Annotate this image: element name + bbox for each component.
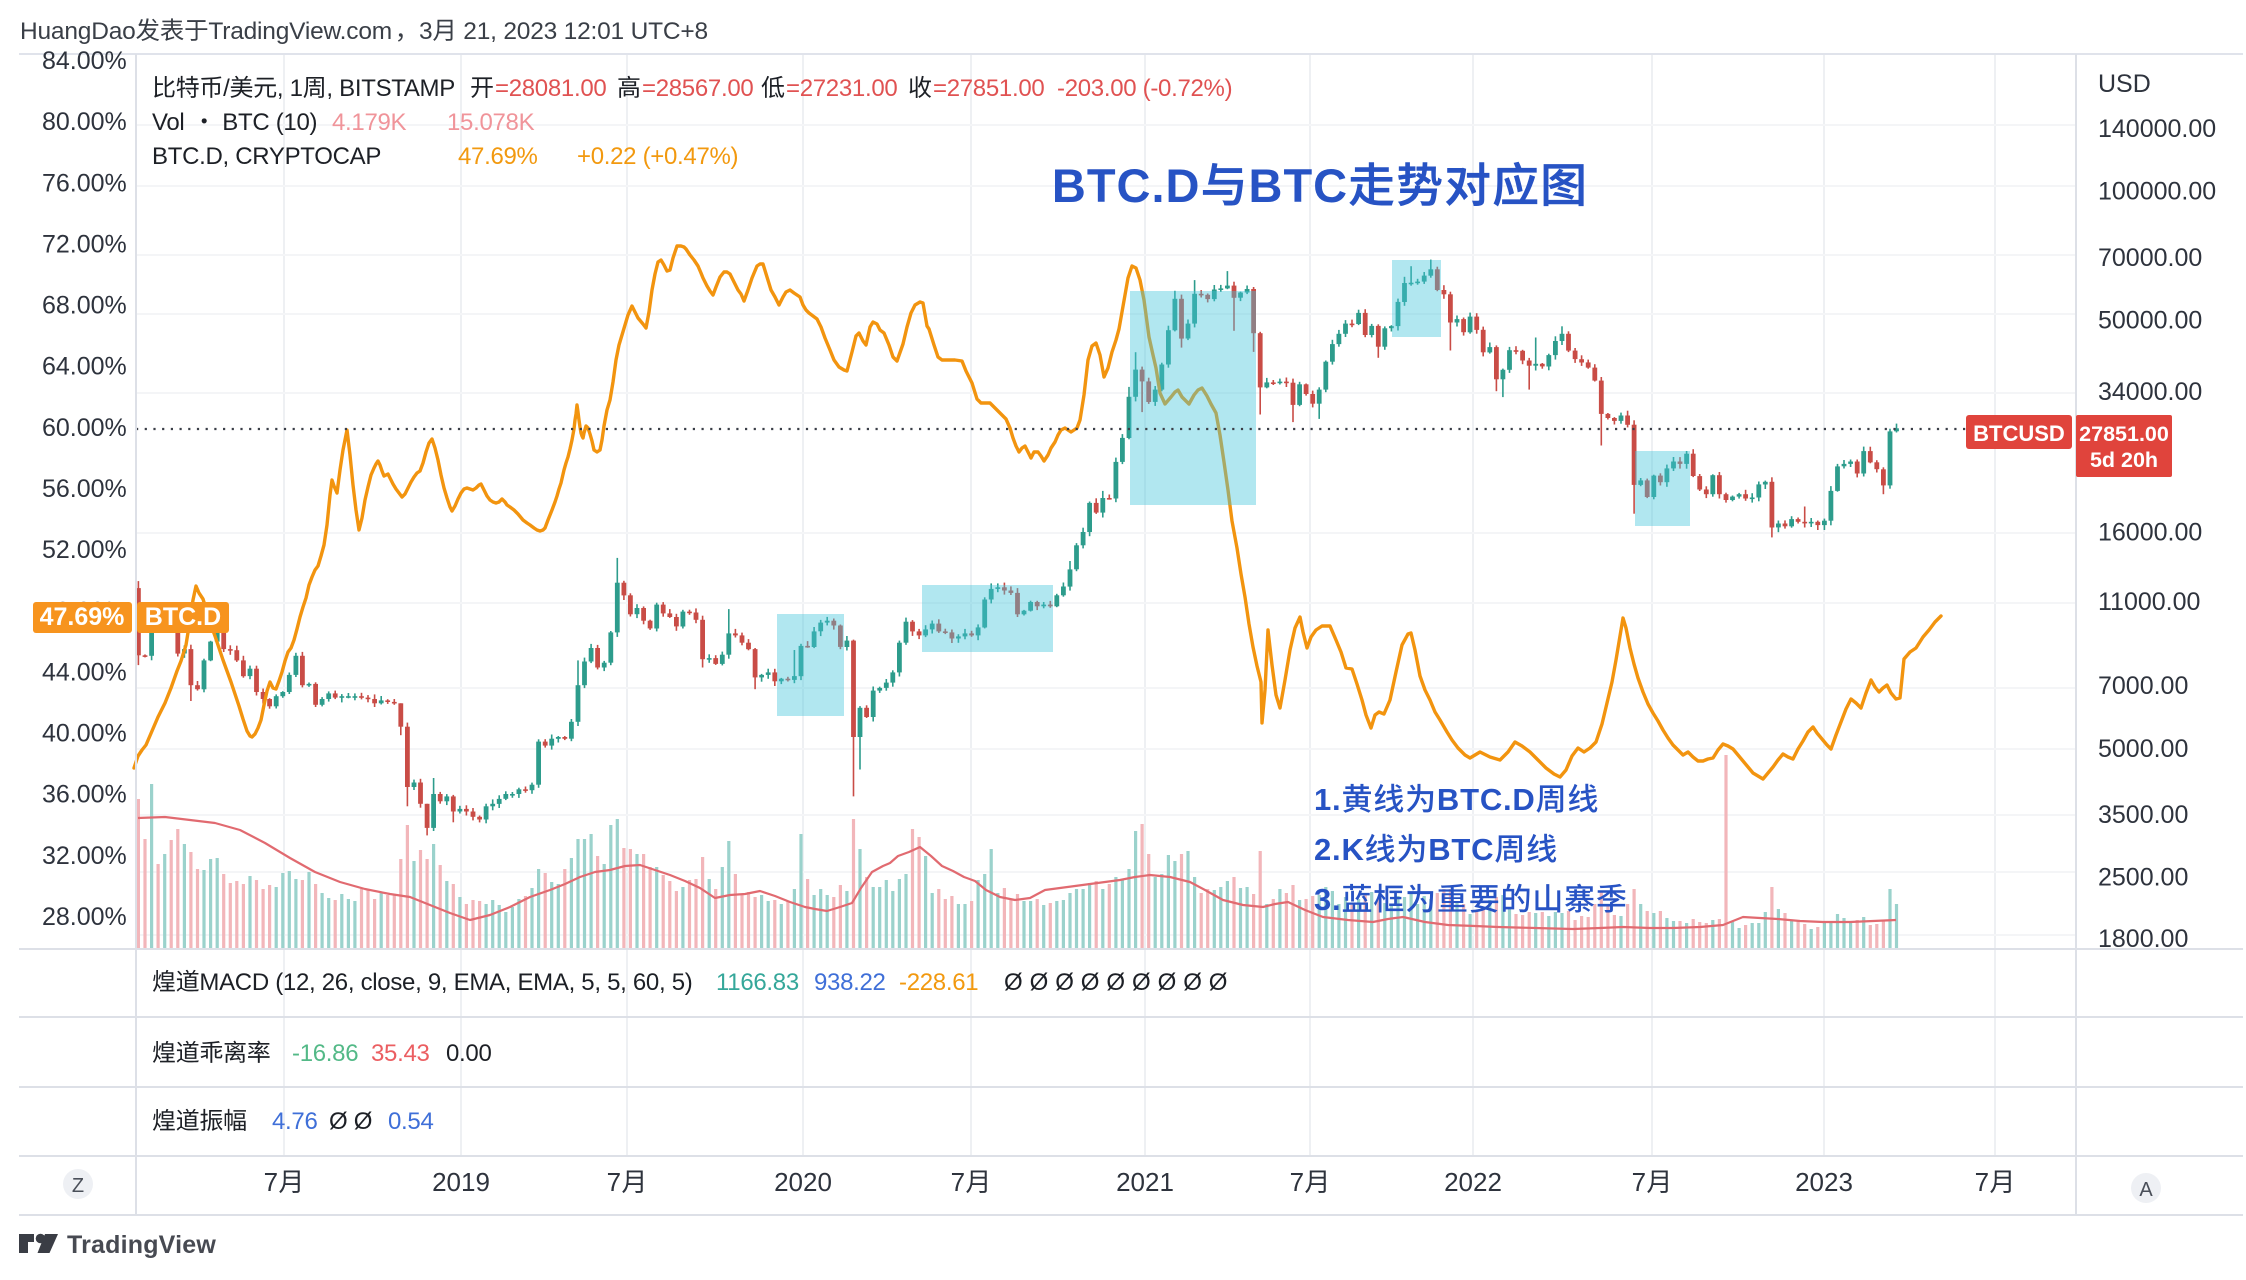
svg-text:47.69%: 47.69%	[40, 603, 125, 631]
svg-text:BTC: BTC	[1428, 832, 1494, 867]
svg-text:=28567.00: =28567.00	[642, 75, 753, 102]
svg-text:-228.61: -228.61	[899, 969, 978, 996]
svg-text:HuangDao: HuangDao	[20, 18, 136, 45]
svg-text:1.: 1.	[1314, 782, 1341, 817]
svg-text:35.43: 35.43	[371, 1040, 430, 1067]
svg-text:11000.00: 11000.00	[2098, 588, 2200, 616]
svg-text:2.K: 2.K	[1314, 832, 1365, 867]
svg-text:BTC: BTC	[1249, 159, 1349, 212]
svg-text:938.22: 938.22	[814, 969, 886, 996]
svg-text:76.00%: 76.00%	[42, 169, 127, 197]
svg-text:Ø: Ø	[1055, 969, 1074, 996]
svg-text:1166.83: 1166.83	[716, 969, 799, 996]
svg-text:-16.86: -16.86	[292, 1040, 358, 1067]
svg-text:2020: 2020	[774, 1167, 832, 1197]
svg-text:21, 2023 12:01 UTC+8: 21, 2023 12:01 UTC+8	[457, 18, 708, 45]
svg-text:0.54: 0.54	[388, 1108, 434, 1135]
svg-text:1800.00: 1800.00	[2098, 925, 2188, 953]
svg-text:Ø: Ø	[1132, 969, 1151, 996]
svg-text:100000.00: 100000.00	[2098, 178, 2216, 206]
svg-text:40.00%: 40.00%	[42, 720, 127, 748]
svg-text:BTCUSD: BTCUSD	[1973, 421, 2065, 446]
svg-text:2022: 2022	[1444, 1167, 1502, 1197]
svg-text:7: 7	[1632, 1167, 1646, 1197]
svg-text:7: 7	[607, 1167, 621, 1197]
svg-text:72.00%: 72.00%	[42, 230, 127, 258]
svg-text:2019: 2019	[432, 1167, 490, 1197]
svg-text:47.69%: 47.69%	[458, 143, 538, 170]
svg-text:MACD (12, 26, close, 9, EMA, E: MACD (12, 26, close, 9, EMA, EMA, 5, 5, …	[199, 969, 692, 996]
svg-text:68.00%: 68.00%	[42, 292, 127, 320]
svg-text:Ø: Ø	[1004, 969, 1023, 996]
svg-text:2021: 2021	[1116, 1167, 1174, 1197]
svg-text:52.00%: 52.00%	[42, 536, 127, 564]
svg-text:+0.22 (+0.47%): +0.22 (+0.47%)	[577, 143, 738, 170]
svg-text:70000.00: 70000.00	[2098, 244, 2202, 272]
svg-text:BTC.D: BTC.D	[1437, 782, 1536, 817]
svg-text:80.00%: 80.00%	[42, 108, 127, 136]
svg-text:5000.00: 5000.00	[2098, 735, 2188, 763]
svg-text:2023: 2023	[1795, 1167, 1853, 1197]
svg-text:Ø: Ø	[1158, 969, 1177, 996]
svg-text:A: A	[2139, 1179, 2153, 1201]
svg-text:BTC.D: BTC.D	[1052, 159, 1201, 212]
svg-text:Ø: Ø	[1183, 969, 1202, 996]
svg-text:64.00%: 64.00%	[42, 353, 127, 381]
svg-text:5d 20h: 5d 20h	[2090, 448, 2158, 472]
svg-text:50000.00: 50000.00	[2098, 307, 2202, 335]
svg-text:Ø Ø: Ø Ø	[329, 1108, 372, 1135]
svg-text:34000.00: 34000.00	[2098, 378, 2202, 406]
svg-text:7: 7	[951, 1167, 965, 1197]
svg-text:Ø: Ø	[1030, 969, 1049, 996]
svg-text:84.00%: 84.00%	[42, 47, 127, 75]
svg-text:Ø: Ø	[1081, 969, 1100, 996]
svg-text:7: 7	[1975, 1167, 1989, 1197]
svg-text:7000.00: 7000.00	[2098, 672, 2188, 700]
svg-text:/: /	[223, 75, 230, 102]
svg-text:16000.00: 16000.00	[2098, 519, 2202, 547]
svg-text:7: 7	[264, 1167, 278, 1197]
svg-text:, 1: , 1	[277, 75, 303, 102]
svg-text:USD: USD	[2098, 70, 2151, 98]
svg-text:BTC.D, CRYPTOCAP: BTC.D, CRYPTOCAP	[152, 143, 381, 170]
svg-text:28.00%: 28.00%	[42, 903, 127, 931]
svg-text:=27851.00: =27851.00	[933, 75, 1044, 102]
svg-text:44.00%: 44.00%	[42, 658, 127, 686]
svg-text:60.00%: 60.00%	[42, 414, 127, 442]
svg-text:36.00%: 36.00%	[42, 781, 127, 809]
svg-text:0.00: 0.00	[446, 1040, 492, 1067]
svg-text:TradingView.com: TradingView.com	[208, 18, 392, 45]
svg-text:BTC.D: BTC.D	[145, 603, 221, 631]
svg-text:4.179K: 4.179K	[332, 109, 407, 136]
svg-text:Z: Z	[72, 1175, 84, 1197]
svg-text:3.: 3.	[1314, 882, 1341, 917]
svg-text:TradingView: TradingView	[67, 1231, 216, 1259]
svg-text:3: 3	[419, 18, 432, 45]
svg-text:=28081.00: =28081.00	[495, 75, 606, 102]
svg-text:140000.00: 140000.00	[2098, 115, 2216, 143]
svg-text:3500.00: 3500.00	[2098, 801, 2188, 829]
svg-text:2500.00: 2500.00	[2098, 864, 2188, 892]
svg-text:7: 7	[1290, 1167, 1304, 1197]
svg-text:=27231.00: =27231.00	[786, 75, 897, 102]
svg-text:Ø: Ø	[1209, 969, 1228, 996]
svg-text:Vol: Vol	[152, 109, 191, 136]
svg-text:, BITSTAMP: , BITSTAMP	[326, 75, 455, 102]
svg-text:-203.00 (-0.72%): -203.00 (-0.72%)	[1057, 75, 1232, 102]
svg-text:4.76: 4.76	[272, 1108, 318, 1135]
svg-text:27851.00: 27851.00	[2079, 422, 2169, 446]
svg-text:56.00%: 56.00%	[42, 475, 127, 503]
svg-text:32.00%: 32.00%	[42, 842, 127, 870]
svg-text:Ø: Ø	[1106, 969, 1125, 996]
svg-text:BTC (10): BTC (10)	[216, 109, 317, 136]
svg-text:15.078K: 15.078K	[447, 109, 535, 136]
